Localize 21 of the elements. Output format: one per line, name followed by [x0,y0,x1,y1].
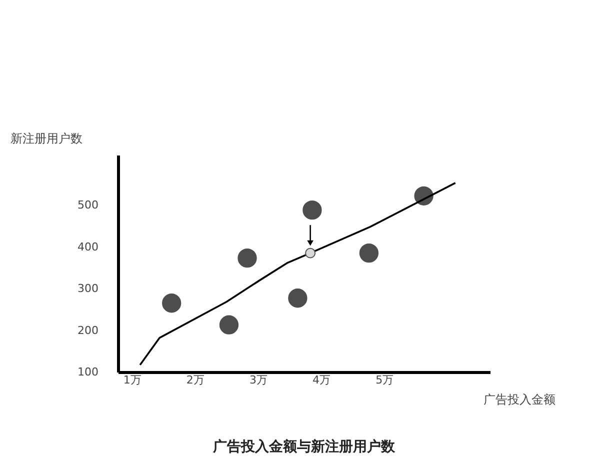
x-tick-label: 4万 [312,374,331,386]
x-tick-label: 5万 [376,374,394,386]
y-tick-label: 200 [78,324,98,337]
point [359,244,379,263]
x-axis-title: 广告投入金额 [484,392,556,406]
point [305,248,316,258]
point [219,315,239,334]
x-tick-label: 3万 [249,374,268,386]
line-series [139,182,456,366]
y-tick-label: 500 [78,198,98,212]
x-tick-label: 2万 [186,374,204,386]
point [238,248,257,268]
y-tick-label: 400 [78,240,98,254]
point [302,200,322,220]
point [288,288,308,308]
y-axis-title: 新注册用户数 [10,132,82,146]
y-tick-label: 100 [78,366,98,378]
text: 广告投入金额与新注册用户数 [212,438,396,455]
y-tick-label: 300 [78,282,98,296]
point [162,294,182,313]
x-tick-label: 1万 [123,374,142,386]
